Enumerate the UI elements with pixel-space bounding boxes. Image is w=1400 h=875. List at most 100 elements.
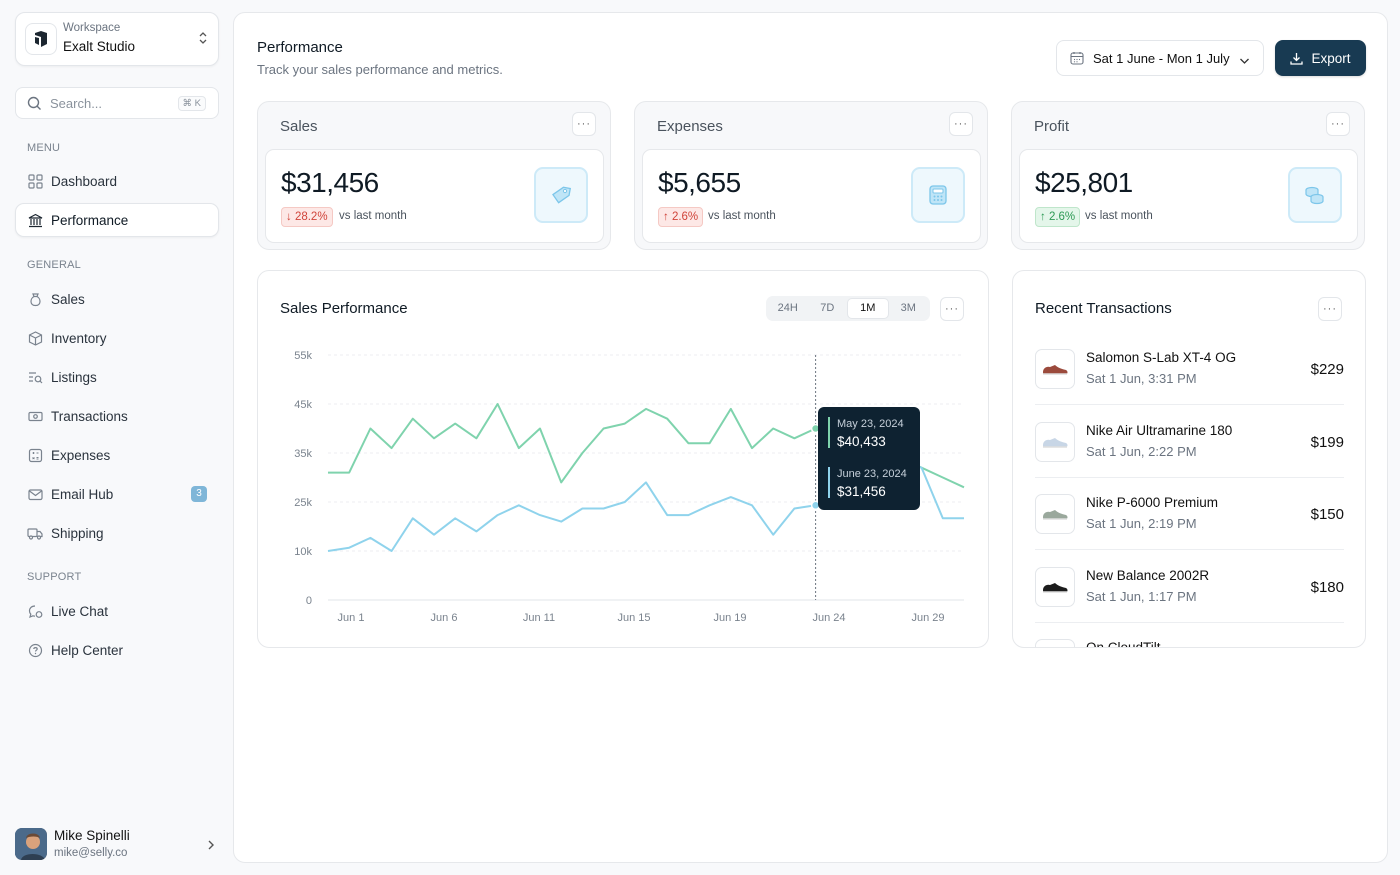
change-badge: ↓ 28.2% [281,207,333,227]
x-tick-label: Jun 29 [911,612,944,624]
nav-item-performance[interactable]: Performance [15,203,219,237]
x-tick-label: Jun 19 [713,612,746,624]
sales-performance-card: Sales Performance 24H 7D 1M 3M ··· 0 10k 2… [257,270,989,648]
stat-body: $5,655 ↑ 2.6% vs last month [642,149,981,243]
nav-item-live-chat[interactable]: Live Chat [15,594,219,628]
bank-icon [27,212,43,228]
product-name: Nike Air Ultramarine 180 [1086,422,1233,438]
list-search-icon [27,369,43,385]
user-profile[interactable]: Mike Spinelli mike@selly.co [15,826,219,862]
transaction-price: $229 [1310,361,1344,378]
nav-item-help-center[interactable]: Help Center [15,633,219,667]
product-name: Nike P-6000 Premium [1086,495,1219,510]
nav-item-expenses[interactable]: Expenses [15,438,219,472]
workspace-label: Workspace [63,22,121,34]
stat-body: $25,801 ↑ 2.6% vs last month [1019,149,1358,243]
transaction-date: Sat 1 Jun, 3:31 PM [1086,371,1197,386]
shoe-thumbnail [1035,349,1075,389]
chevron-down-icon [1239,53,1250,68]
change-badge: ↑ 2.6% [1035,207,1081,227]
x-tick-label: Jun 11 [523,612,555,624]
nav-item-label: Help Center [51,642,124,658]
stat-card-expenses: Expenses ··· $5,655 ↑ 2.6% vs last month [634,101,988,250]
cash-icon [27,408,43,424]
y-tick-label: 45k [294,399,312,411]
nav-item-email-hub[interactable]: Email Hub 3 [15,477,219,511]
workspace-logo [25,23,57,55]
transaction-row[interactable]: Salomon S-Lab XT-4 OG Sat 1 Jun, 3:31 PM $… [1035,333,1344,405]
tag-icon [534,167,588,223]
main-panel: Performance Track your sales performance… [233,12,1388,863]
stat-card-sales: Sales ··· $31,456 ↓ 28.2% vs last month [257,101,611,250]
x-tick-label: Jun 1 [338,612,365,624]
stat-card-profit: Profit ··· $25,801 ↑ 2.6% vs last month [1011,101,1365,250]
nav-item-label: Live Chat [51,603,109,619]
nav-item-label: Dashboard [51,173,118,189]
transaction-date: Sat 1 Jun, 2:19 PM [1086,516,1197,531]
nav-item-label: Listings [51,369,97,385]
date-range-picker[interactable]: Sat 1 June - Mon 1 July [1056,40,1264,76]
transaction-date: Sat 1 Jun, 1:17 PM [1086,588,1197,604]
nav-item-shipping[interactable]: Shipping [15,516,219,550]
stat-body: $31,456 ↓ 28.2% vs last month [265,149,604,243]
more-options-button[interactable]: ··· [940,297,964,321]
product-name: New Balance 2002R [1086,567,1210,583]
user-name: Mike Spinelli [54,828,130,843]
stat-value: $25,801 [1035,167,1133,198]
calendar-icon [1070,51,1084,65]
help-icon [27,642,43,658]
chart-title: Sales Performance [280,300,408,317]
transaction-row[interactable]: Nike Air Ultramarine 180 Sat 1 Jun, 2:22 … [1035,406,1344,478]
y-tick-label: 0 [306,595,312,607]
chat-icon [27,603,43,619]
chevron-up-down-icon [198,31,208,50]
transaction-row[interactable]: On CloudTilt [1035,623,1344,648]
range-tab-24h[interactable]: 24H [777,302,798,314]
transaction-row[interactable]: New Balance 2002R Sat 1 Jun, 1:17 PM $180 [1035,551,1344,623]
grid-icon [27,173,43,189]
range-tab-3m[interactable]: 3M [900,302,916,314]
unread-count-badge: 3 [191,486,207,502]
y-tick-label: 55k [294,350,312,362]
nav-item-inventory[interactable]: Inventory [15,321,219,355]
nav-item-listings[interactable]: Listings [15,360,219,394]
money-bag-icon [27,291,43,307]
more-options-button[interactable]: ··· [572,112,596,136]
y-tick-label: 10k [294,546,312,558]
support-section-label: SUPPORT [27,571,82,583]
menu-section-label: MENU [27,142,61,154]
truck-icon [27,525,43,541]
search-input[interactable] [50,94,180,112]
product-name: On CloudTilt [1086,640,1161,648]
nav-item-dashboard[interactable]: Dashboard [15,164,219,198]
search-box: ⌘ K [15,87,219,119]
mail-icon [27,486,43,502]
product-name: Salomon S-Lab XT-4 OG [1086,350,1237,365]
recent-transactions-card: Recent Transactions ··· Salomon S-Lab XT… [1012,270,1366,648]
x-tick-label: Jun 15 [617,612,650,624]
more-options-button[interactable]: ··· [1318,297,1342,321]
stat-title: Expenses [657,118,723,135]
range-tab-1m[interactable]: 1M [847,298,889,319]
box-icon [27,330,43,346]
search-icon [27,96,42,116]
nav-item-sales[interactable]: Sales [15,282,219,316]
export-button[interactable]: Export [1275,40,1366,76]
search-shortcut: ⌘ K [177,96,206,111]
stat-title: Profit [1034,118,1070,135]
calculator-icon [911,167,965,223]
range-tab-7d[interactable]: 7D [820,302,835,314]
download-icon [1290,52,1304,65]
more-options-button[interactable]: ··· [1326,112,1350,136]
nav-item-label: Performance [51,212,129,228]
workspace-switcher[interactable]: Workspace Exalt Studio [15,12,219,66]
sales-line-chart: 0 10k 25k 35k 45k 55k Jun 1 Jun 6 Jun 11 Jun 15 Ju… [294,350,965,624]
shoe-thumbnail [1035,639,1075,647]
chevron-right-icon [207,838,215,856]
date-range-label: Sat 1 June - Mon 1 July [1093,50,1230,66]
user-email: mike@selly.co [54,847,128,859]
nav-item-transactions[interactable]: Transactions [15,399,219,433]
x-tick-label: Jun 6 [431,612,458,624]
more-options-button[interactable]: ··· [949,112,973,136]
transaction-row[interactable]: Nike P-6000 Premium Sat 1 Jun, 2:19 PM $15… [1035,478,1344,550]
